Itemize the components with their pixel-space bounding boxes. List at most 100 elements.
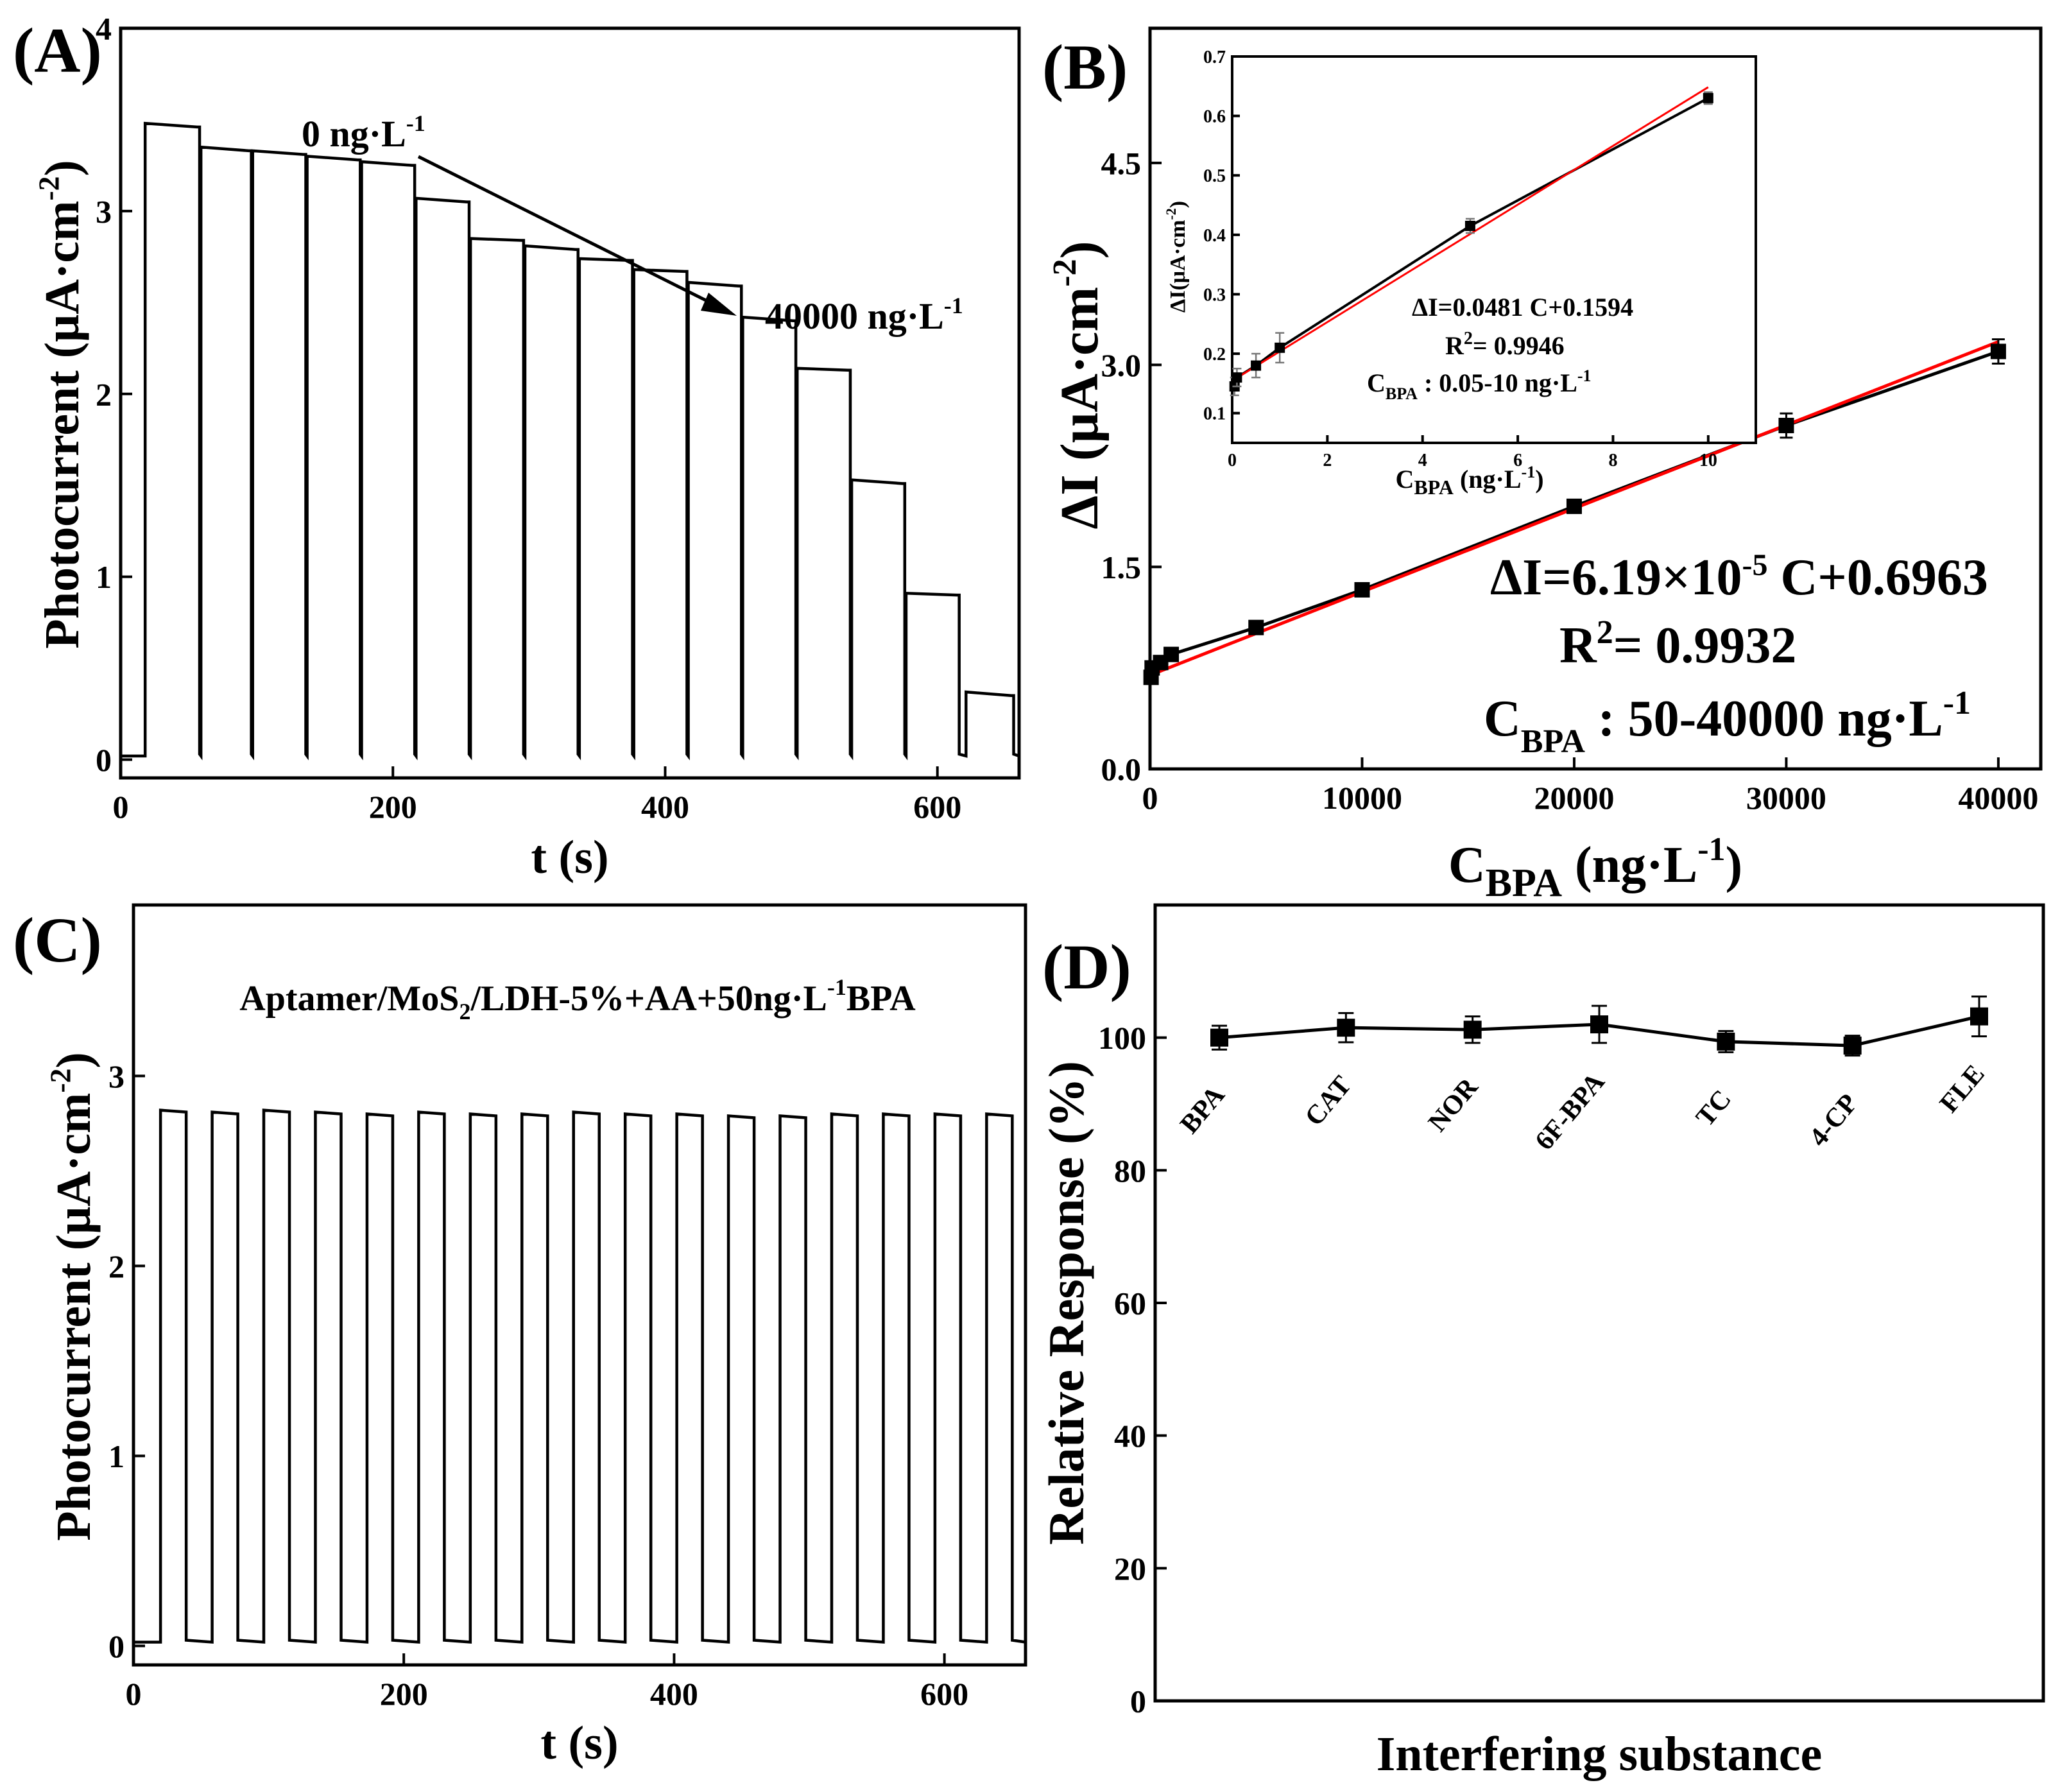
inset-data-point (1464, 220, 1475, 231)
data-point (1248, 619, 1264, 635)
inset-data-point (1703, 92, 1713, 103)
x-axis-label-text: C (1448, 837, 1486, 893)
x-axis-label-rest: (ng·L (1562, 837, 1697, 893)
inset-range: CBPA : 0.05-10 ng·L-1 (1367, 366, 1592, 403)
data-point (1463, 1021, 1482, 1039)
title-mid: /LDH-5%+AA+50ng·L (470, 979, 827, 1019)
trend-arrow-head (701, 293, 737, 316)
inset-range-sup: -1 (1577, 366, 1592, 385)
y-axis-tick-label: 60 (1114, 1286, 1146, 1322)
x-axis-tick-label: 0 (113, 789, 129, 825)
chart-title: Aptamer/MoS2/LDH-5%+AA+50ng·L-1BPA (239, 974, 916, 1024)
inset-y-label-close: ) (1166, 201, 1190, 208)
y-axis-tick-label: 2 (96, 376, 112, 412)
inset-r2-label: R (1445, 331, 1464, 360)
y-axis-tick-label: 0 (96, 742, 112, 778)
inset-x-axis-label: CBPA (ng·L-1) (1395, 463, 1543, 499)
x-axis-label: t (s) (540, 1717, 618, 1770)
data-point (1990, 343, 2006, 359)
inset-y-axis-label: ΔI(μA·cm-2) (1163, 201, 1190, 313)
data-point (1566, 498, 1582, 514)
title-text: Aptamer/MoS (239, 979, 459, 1019)
x-axis-tick-label: 400 (650, 1676, 698, 1712)
category-label: 4-CP (1804, 1089, 1864, 1152)
range-sub: BPA (1521, 723, 1586, 760)
y-axis-label: Photocurrent (μA·cm-2) (44, 1052, 101, 1540)
title-sub: 2 (459, 999, 470, 1024)
inset-data-point (1275, 342, 1285, 353)
data-point (1163, 646, 1180, 662)
category-label: 6F-BPA (1529, 1067, 1611, 1155)
category-label: FLE (1934, 1059, 1991, 1118)
y-axis-label-close: ) (35, 160, 89, 176)
panel-d: 0 20 40 60 80 100 BPA CAT NOR 6F-BPA TC 4-CP FLE Inte… (1038, 903, 2045, 1781)
x-axis-tick-label: 200 (369, 789, 417, 825)
y-axis-label-sup: -2 (33, 177, 65, 201)
data-point (1717, 1032, 1735, 1051)
inset-r-squared: R2= 0.9946 (1445, 329, 1565, 360)
x-axis-tick-label: 600 (920, 1676, 968, 1712)
y-axis-tick-label: 80 (1114, 1153, 1146, 1189)
inset-fit-equation: ΔI=0.0481 C+0.1594 (1412, 293, 1633, 322)
annotation-end: 40000 ng·L-1 (765, 293, 963, 337)
title-sup: -1 (827, 974, 846, 1000)
y-axis-tick-label: 4.5 (1101, 145, 1142, 181)
panel-label: (B) (1042, 31, 1128, 103)
fit-equation: ΔI=6.19×10-5 C+0.6963 (1490, 548, 1988, 606)
y-axis-label-text: ΔI (μA·cm (1050, 287, 1110, 530)
y-axis-tick-label: 1.5 (1101, 549, 1142, 585)
trend-arrow (417, 155, 720, 309)
y-axis-label: ΔI (μA·cm-2) (1047, 241, 1110, 529)
annotation-start-text: 0 ng·L (302, 113, 406, 155)
r-squared-label: R (1559, 617, 1597, 674)
inset-data-point (1251, 360, 1262, 371)
range-c: C (1484, 691, 1521, 747)
x-axis-label-sub: BPA (1486, 861, 1563, 905)
y-axis-tick-label: 2 (108, 1248, 124, 1284)
x-axis-label-close: ) (1726, 837, 1743, 893)
r-squared: R2= 0.9932 (1559, 614, 1796, 674)
inset-y-tick-label: 0.5 (1203, 166, 1226, 186)
y-axis-label-close: ) (47, 1052, 101, 1068)
inset-x-label-rest: (ng·L (1454, 465, 1522, 494)
concentration-range: CBPA : 50-40000 ng·L-1 (1484, 685, 1971, 760)
y-axis-label-text: Photocurrent (μA·cm (35, 201, 89, 649)
y-axis-tick-label: 4 (96, 11, 112, 47)
inset-x-label-text: C (1395, 465, 1414, 494)
annotation-end-sup: -1 (944, 293, 963, 318)
range-sup: -1 (1943, 685, 1971, 721)
plot-frame (119, 26, 1021, 780)
inset-y-tick-label: 0.2 (1203, 345, 1226, 365)
inset-x-tick-label: 6 (1513, 451, 1522, 470)
category-label: NOR (1423, 1073, 1484, 1138)
range-text: : 50-40000 ng·L (1585, 691, 1943, 747)
inset-x-label-sub: BPA (1414, 476, 1454, 499)
inset-y-tick-label: 0.4 (1203, 226, 1226, 246)
x-axis-tick-label: 20000 (1534, 780, 1614, 816)
panel-label: (A) (13, 15, 102, 86)
x-axis-tick-label: 0 (1142, 780, 1158, 816)
x-axis-tick-label: 30000 (1746, 780, 1826, 816)
y-axis-tick-label: 100 (1098, 1020, 1146, 1056)
inset-x-tick-label: 4 (1418, 451, 1427, 470)
y-axis-label-sup: -2 (44, 1069, 77, 1093)
inset-x-tick-label: 2 (1323, 451, 1332, 470)
category-label: TC (1690, 1085, 1737, 1132)
x-axis-tick-label: 200 (380, 1676, 428, 1712)
y-axis-tick-label: 0.0 (1101, 752, 1142, 788)
inset-data-point (1232, 372, 1242, 383)
y-axis-tick-label: 1 (108, 1438, 124, 1474)
inset-range-c: C (1367, 368, 1386, 397)
y-axis-label-sup: -2 (1047, 259, 1083, 286)
inset-y-tick-label: 0.6 (1203, 107, 1226, 127)
category-label: CAT (1300, 1071, 1357, 1132)
title-end: BPA (846, 979, 916, 1019)
y-axis-tick-label: 3 (108, 1058, 124, 1094)
x-axis-tick-label: 10000 (1322, 780, 1402, 816)
annotation-start: 0 ng·L-1 (302, 110, 425, 155)
x-axis-label-sup: -1 (1697, 831, 1725, 868)
annotation-end-text: 40000 ng·L (765, 295, 944, 337)
y-axis-tick-label: 40 (1114, 1418, 1146, 1454)
data-point (1590, 1015, 1608, 1033)
